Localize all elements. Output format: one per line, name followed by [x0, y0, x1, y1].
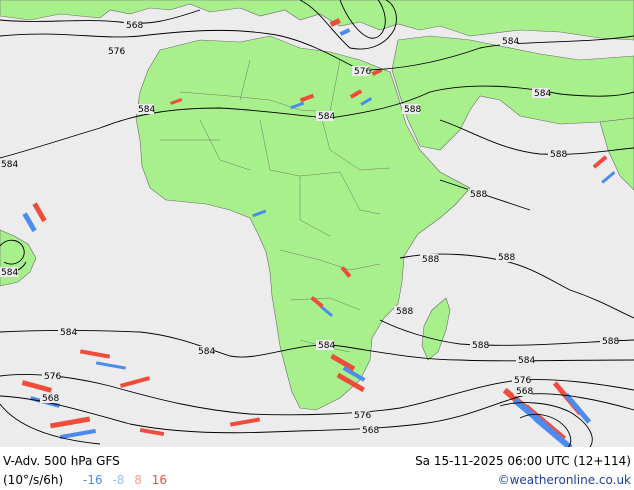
- legend-item: -16: [83, 473, 103, 487]
- svg-text:584: 584: [1, 268, 18, 278]
- svg-text:584: 584: [1, 160, 18, 170]
- svg-text:576: 576: [514, 376, 531, 386]
- contour-label: 584: [136, 104, 155, 115]
- legend-item: -8: [112, 473, 125, 487]
- svg-text:588: 588: [470, 190, 487, 200]
- map-footer: V-Adv. 500 hPa GFS Sa 15-11-2025 06:00 U…: [0, 447, 634, 490]
- contour-label: 584: [500, 36, 519, 47]
- contour-label: 588: [420, 254, 439, 265]
- contour-label: 584: [516, 355, 535, 366]
- svg-text:588: 588: [404, 105, 421, 115]
- contour-label: 584: [0, 159, 18, 170]
- svg-text:584: 584: [198, 347, 215, 357]
- svg-text:568: 568: [126, 21, 143, 31]
- svg-text:588: 588: [602, 337, 619, 347]
- map-canvas: 568 576 576 584 584 584 584 584 588 588 …: [0, 0, 634, 447]
- map-title: V-Adv. 500 hPa GFS: [3, 454, 120, 468]
- svg-text:584: 584: [60, 328, 77, 338]
- svg-text:568: 568: [362, 426, 379, 436]
- contour-labels: 568 576 576 584 584 584 584 584 588 588 …: [0, 20, 619, 436]
- svg-text:576: 576: [108, 47, 125, 57]
- svg-text:588: 588: [550, 150, 567, 160]
- svg-text:588: 588: [472, 341, 489, 351]
- contour-label: 588: [402, 104, 421, 115]
- weather-map: 568 576 576 584 584 584 584 584 588 588 …: [0, 0, 634, 447]
- country-borders: [160, 59, 391, 353]
- svg-text:584: 584: [518, 356, 535, 366]
- contour-label: 568: [40, 393, 59, 404]
- contour-label: 588: [468, 189, 487, 200]
- contour-label: 584: [532, 88, 551, 99]
- svg-text:584: 584: [318, 341, 335, 351]
- land-arabia: [391, 35, 634, 151]
- svg-text:576: 576: [44, 372, 61, 382]
- contour-label: 584: [0, 267, 18, 278]
- contour-label: 576: [352, 410, 371, 421]
- legend-item: 8: [134, 473, 142, 487]
- svg-text:568: 568: [516, 387, 533, 397]
- svg-text:588: 588: [422, 255, 439, 265]
- credit-link[interactable]: ©weatheronline.co.uk: [497, 473, 631, 487]
- contour-label: 588: [548, 149, 567, 160]
- svg-text:576: 576: [354, 67, 371, 77]
- contour-label: 568: [514, 386, 533, 397]
- advection-pattern: [21, 18, 616, 447]
- legend-item: 16: [151, 473, 167, 487]
- contour-label: 568: [360, 425, 379, 436]
- contour-label: 576: [512, 375, 531, 386]
- negative-advection: [22, 28, 616, 447]
- contour-label: 584: [316, 111, 335, 122]
- land-madagascar: [421, 297, 451, 361]
- contour-label: 568: [124, 20, 143, 31]
- svg-text:584: 584: [138, 105, 155, 115]
- legend-units: (10°/s/6h): [3, 473, 64, 487]
- svg-text:588: 588: [396, 307, 413, 317]
- land-europe: [0, 0, 634, 41]
- contour-label: 588: [600, 336, 619, 347]
- contour-label: 588: [470, 340, 489, 351]
- svg-text:584: 584: [502, 37, 519, 47]
- svg-text:588: 588: [498, 253, 515, 263]
- contour-label: 588: [496, 252, 515, 263]
- color-legend: -16 -8 8 16: [83, 473, 173, 487]
- contour-label: 576: [42, 371, 61, 382]
- svg-text:576: 576: [354, 411, 371, 421]
- contour-label: 584: [316, 340, 335, 351]
- contour-label: 576: [106, 46, 125, 57]
- svg-text:584: 584: [318, 112, 335, 122]
- valid-time: Sa 15-11-2025 06:00 UTC (12+114): [415, 454, 631, 468]
- land-india: [599, 117, 634, 191]
- contour-label: 584: [58, 327, 77, 338]
- contour-label: 576: [352, 66, 371, 77]
- svg-text:584: 584: [534, 89, 551, 99]
- land-africa: [135, 35, 471, 411]
- svg-text:568: 568: [42, 394, 59, 404]
- contour-label: 588: [394, 306, 413, 317]
- contour-label: 584: [196, 346, 215, 357]
